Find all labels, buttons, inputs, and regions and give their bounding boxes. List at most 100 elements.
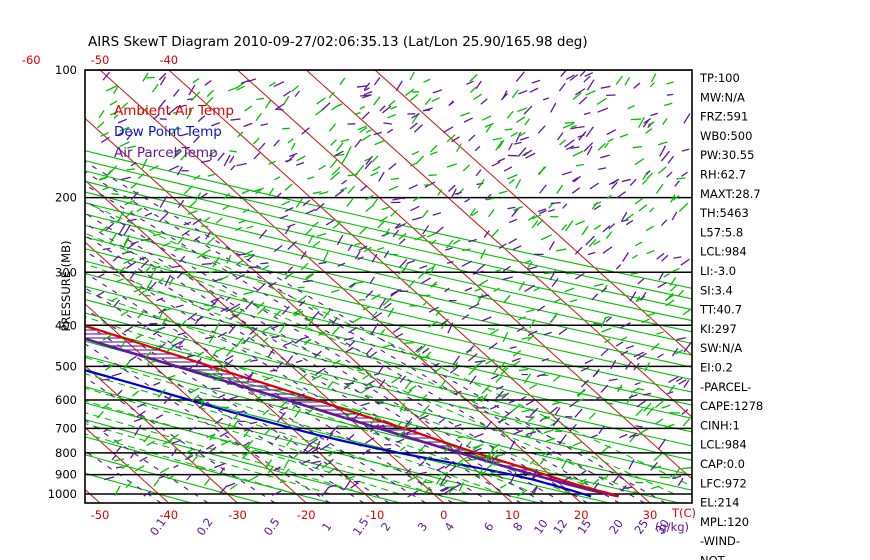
wind-tick bbox=[111, 372, 122, 377]
wind-tick bbox=[601, 287, 607, 293]
wind-tick bbox=[478, 279, 489, 286]
wind-tick bbox=[656, 331, 664, 335]
wind-tick bbox=[192, 455, 198, 463]
wind-tick bbox=[343, 337, 354, 341]
wind-tick bbox=[172, 111, 179, 115]
wind-tick bbox=[510, 131, 519, 137]
wind-tick bbox=[195, 448, 202, 457]
wind-tick bbox=[291, 401, 302, 405]
wind-tick bbox=[619, 133, 629, 138]
wind-tick bbox=[223, 192, 231, 200]
wind-tick bbox=[498, 190, 508, 194]
wind-tick bbox=[383, 122, 393, 125]
wind-tick bbox=[138, 290, 146, 296]
wind-tick bbox=[657, 353, 664, 359]
wind-tick bbox=[561, 171, 572, 176]
wind-tick bbox=[139, 456, 148, 462]
wind-tick bbox=[476, 263, 486, 272]
wind-tick bbox=[449, 366, 459, 374]
wind-tick bbox=[243, 426, 254, 432]
wind-tick bbox=[149, 165, 159, 172]
wind-tick bbox=[641, 179, 648, 185]
wind-tick bbox=[572, 441, 583, 447]
wind-tick bbox=[407, 389, 413, 394]
wind-tick bbox=[361, 134, 372, 142]
wind-tick bbox=[457, 436, 465, 439]
wind-tick bbox=[480, 394, 488, 403]
wind-tick bbox=[560, 70, 567, 77]
wind-tick bbox=[510, 404, 520, 414]
wind-tick bbox=[415, 345, 423, 353]
wind-tick bbox=[424, 97, 432, 106]
wind-tick bbox=[209, 350, 218, 361]
wind-tick bbox=[620, 350, 629, 356]
wind-tick bbox=[408, 280, 416, 288]
wind-tick bbox=[274, 434, 280, 441]
wind-tick bbox=[170, 126, 178, 136]
wind-tick bbox=[134, 424, 142, 436]
wind-tick bbox=[676, 177, 686, 180]
wind-tick bbox=[364, 437, 375, 445]
wind-tick bbox=[262, 337, 269, 343]
wind-tick bbox=[465, 458, 477, 462]
wind-tick bbox=[493, 269, 502, 273]
wind-tick bbox=[670, 267, 680, 273]
wind-tick bbox=[181, 229, 190, 237]
wind-tick bbox=[438, 417, 446, 424]
wind-tick bbox=[499, 428, 506, 433]
wind-tick bbox=[177, 236, 185, 245]
wind-tick bbox=[271, 490, 282, 496]
wind-tick bbox=[512, 429, 524, 435]
wind-tick bbox=[682, 418, 691, 427]
wind-tick bbox=[672, 467, 681, 479]
wind-tick bbox=[97, 291, 105, 297]
wind-tick bbox=[260, 262, 269, 265]
wind-tick bbox=[517, 107, 528, 113]
wind-tick bbox=[294, 90, 300, 98]
wind-tick bbox=[552, 417, 561, 427]
wind-tick bbox=[586, 145, 593, 156]
wind-tick bbox=[518, 90, 528, 95]
wind-tick bbox=[600, 348, 609, 357]
wind-tick bbox=[600, 384, 609, 393]
wind-tick bbox=[645, 225, 654, 232]
wind-tick bbox=[399, 446, 406, 452]
wind-tick bbox=[418, 471, 427, 475]
wind-tick bbox=[377, 221, 385, 229]
wind-tick bbox=[446, 260, 454, 264]
wind-tick bbox=[285, 355, 294, 366]
dry-adiabat-180 bbox=[85, 170, 692, 311]
wind-tick bbox=[512, 245, 522, 251]
wind-tick bbox=[642, 119, 650, 128]
wind-tick bbox=[114, 458, 124, 462]
wind-tick bbox=[508, 238, 518, 244]
wind-tick bbox=[141, 106, 148, 114]
wind-tick bbox=[529, 87, 539, 93]
wind-tick bbox=[395, 333, 404, 339]
wind-tick bbox=[279, 214, 289, 219]
wind-tick bbox=[379, 329, 386, 336]
wind-tick bbox=[228, 396, 238, 401]
wind-tick bbox=[339, 187, 348, 192]
wind-tick bbox=[511, 360, 521, 367]
wind-tick bbox=[283, 90, 292, 97]
wind-tick bbox=[217, 331, 227, 338]
wind-tick bbox=[300, 262, 309, 271]
wind-tick bbox=[650, 112, 658, 117]
wind-tick bbox=[117, 389, 123, 395]
wind-tick bbox=[491, 229, 499, 238]
wind-tick bbox=[620, 211, 628, 222]
wind-tick bbox=[248, 266, 259, 269]
wind-tick bbox=[371, 312, 383, 320]
wind-tick bbox=[666, 171, 673, 178]
wind-tick bbox=[124, 199, 135, 206]
wind-tick bbox=[509, 218, 518, 224]
wind-tick bbox=[584, 358, 594, 365]
wind-tick bbox=[130, 191, 139, 201]
wind-tick bbox=[406, 259, 416, 264]
wind-tick bbox=[284, 266, 294, 275]
wind-tick bbox=[208, 270, 217, 274]
wind-tick bbox=[484, 420, 493, 431]
wind-tick bbox=[656, 252, 665, 260]
wind-tick bbox=[136, 410, 146, 418]
